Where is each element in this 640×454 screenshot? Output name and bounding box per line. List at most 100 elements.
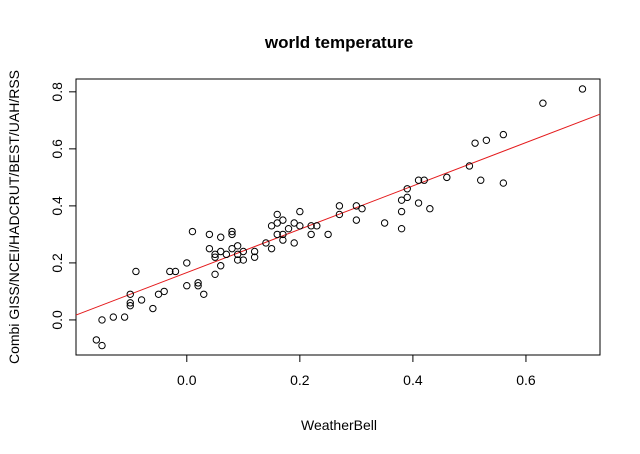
y-tick-label: 0.4 [49, 196, 65, 216]
data-point [126, 299, 134, 307]
data-point [443, 173, 451, 182]
data-point [403, 185, 411, 193]
data-point [335, 210, 344, 219]
data-point [126, 301, 134, 310]
data-point [222, 250, 231, 259]
data-point [420, 176, 428, 184]
data-point [267, 244, 276, 253]
data-point [279, 230, 287, 239]
data-point [239, 247, 248, 256]
data-point [126, 290, 134, 298]
chart-title: world temperature [264, 33, 413, 52]
data-point [239, 256, 248, 264]
data-point [267, 222, 276, 230]
data-point [188, 227, 197, 236]
data-point [397, 207, 406, 216]
data-point [166, 267, 174, 276]
data-point [307, 230, 315, 239]
x-tick-label: 0.4 [403, 372, 423, 388]
data-point [397, 224, 406, 233]
data-point [200, 290, 208, 298]
data-point [211, 250, 219, 259]
data-point [296, 222, 304, 230]
data-point [313, 222, 321, 230]
data-point [324, 230, 332, 239]
data-point [211, 270, 219, 279]
data-point [149, 304, 157, 313]
data-point [290, 239, 298, 247]
data-point [578, 85, 587, 93]
data-point [194, 282, 202, 290]
data-point [217, 233, 225, 241]
y-tick-label: 0.0 [49, 310, 65, 330]
data-point [273, 230, 281, 239]
data-point [228, 227, 236, 236]
data-point [228, 244, 236, 253]
data-point [233, 250, 242, 259]
data-point [482, 136, 491, 145]
y-tick-label: 0.2 [49, 253, 65, 273]
data-point [465, 162, 474, 170]
data-point [279, 236, 287, 244]
data-point [137, 296, 146, 304]
data-point [477, 176, 485, 184]
data-point [290, 219, 298, 227]
data-point [414, 199, 423, 207]
data-point [296, 207, 304, 216]
y-tick-label: 0.8 [49, 82, 65, 102]
data-point [279, 216, 287, 224]
data-point [250, 253, 259, 261]
data-point [211, 253, 219, 261]
data-point [194, 279, 202, 287]
data-point [471, 139, 479, 147]
data-point [109, 313, 118, 321]
data-point [205, 230, 214, 239]
data-point [539, 99, 547, 107]
x-axis-label: WeatherBell [301, 417, 377, 433]
regression-line [75, 113, 601, 316]
x-axis: 0.0 0.2 0.4 0.6 [177, 354, 536, 388]
regression-line-layer [75, 113, 601, 316]
data-point [250, 247, 259, 256]
data-point [380, 219, 389, 227]
data-point [160, 287, 168, 296]
data-point [132, 267, 140, 276]
data-point [273, 219, 281, 227]
data-points [92, 85, 587, 350]
data-point [284, 224, 293, 233]
y-axis-label: Combi GISS/NCEI/HADCRUT/BEST/UAH/RSS [6, 70, 22, 364]
data-point [352, 216, 361, 224]
data-point [228, 230, 236, 239]
data-point [98, 316, 106, 324]
data-point [217, 262, 225, 270]
data-point [217, 247, 225, 256]
data-point [92, 336, 101, 344]
data-point [499, 130, 508, 139]
data-point [120, 313, 129, 321]
data-point [98, 341, 106, 350]
data-point [183, 282, 191, 290]
data-point [414, 176, 423, 184]
data-point [171, 267, 180, 276]
data-point [262, 239, 270, 247]
data-point [154, 290, 163, 298]
data-point [499, 179, 508, 187]
x-tick-label: 0.2 [290, 372, 310, 388]
y-axis: 0.0 0.2 0.4 0.6 0.8 [49, 82, 77, 330]
data-point [233, 256, 242, 264]
data-point [205, 244, 214, 253]
data-point [183, 259, 191, 267]
data-point [273, 210, 281, 219]
data-point [233, 242, 242, 250]
data-point [307, 222, 315, 230]
data-point [335, 202, 344, 210]
data-point [352, 202, 361, 210]
data-point [426, 205, 434, 213]
x-tick-label: 0.0 [177, 372, 197, 388]
x-tick-label: 0.6 [516, 372, 536, 388]
data-point [397, 196, 406, 204]
data-point [403, 193, 411, 202]
y-tick-label: 0.6 [49, 139, 65, 159]
data-point [358, 205, 366, 213]
